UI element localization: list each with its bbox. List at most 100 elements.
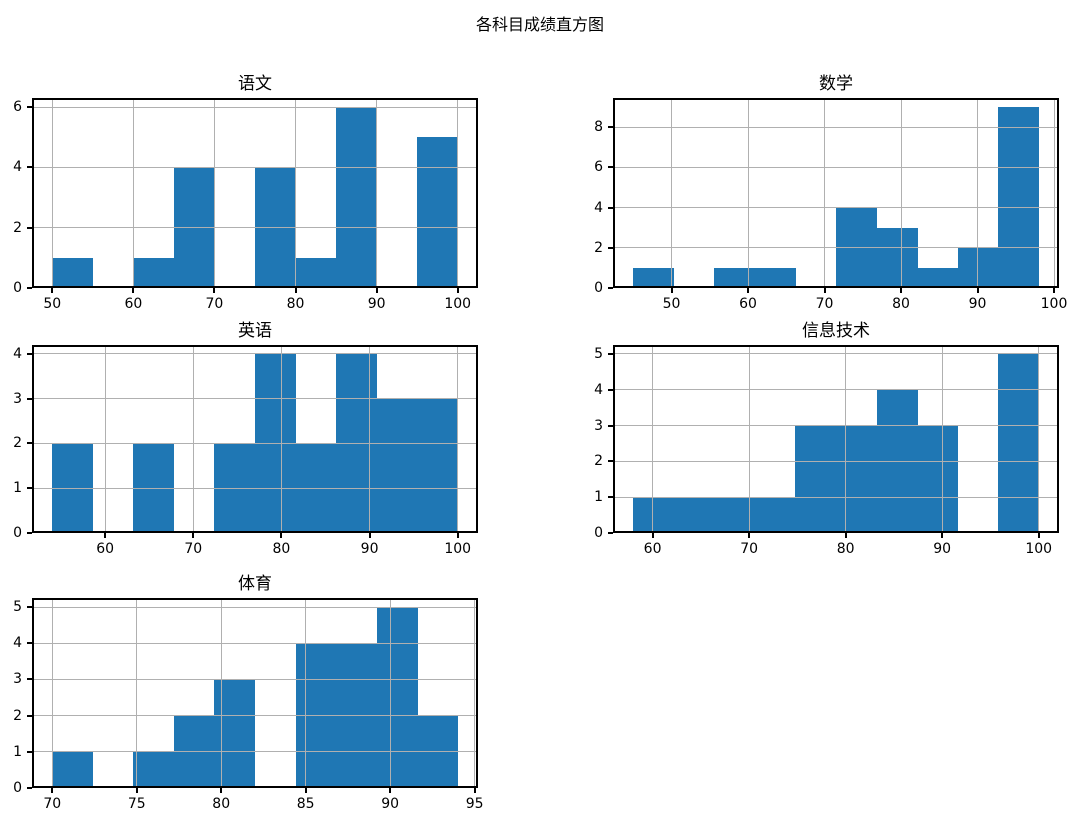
x-tick [1053, 288, 1056, 293]
histogram-bar [836, 425, 878, 533]
y-tick [27, 714, 32, 717]
y-gridline [613, 389, 1059, 391]
x-tick-label: 80 [836, 541, 855, 557]
plot-area [32, 98, 478, 288]
x-tick-label: 100 [1040, 296, 1068, 312]
x-tick [748, 533, 751, 538]
plot-area [613, 345, 1059, 533]
x-gridline [474, 598, 476, 788]
x-gridline [192, 345, 194, 533]
histogram-bar [295, 257, 337, 288]
x-tick-label: 70 [740, 541, 759, 557]
y-tick-label: 2 [13, 435, 22, 452]
x-gridline [824, 98, 826, 288]
plot-area [32, 598, 478, 788]
subplot-chinese: 语文 50 60 70 80 90 100 0 2 4 6 [13, 74, 478, 312]
x-tick [280, 533, 283, 538]
histogram-bar [52, 751, 94, 788]
histogram-bar [957, 247, 999, 288]
histogram-bar [633, 267, 675, 288]
histogram-bar [336, 107, 378, 288]
x-tick-label: 70 [43, 796, 62, 812]
y-tick [27, 226, 32, 229]
x-gridline [305, 598, 307, 788]
x-tick [51, 288, 54, 293]
y-tick [608, 388, 613, 391]
x-gridline [369, 345, 371, 533]
x-gridline [671, 98, 673, 288]
x-tick-label: 80 [892, 296, 910, 312]
histogram-bar [52, 257, 94, 288]
x-tick-label: 50 [662, 296, 681, 312]
x-tick [375, 288, 378, 293]
subplot-title-math: 数学 [819, 74, 853, 94]
y-tick [27, 532, 32, 534]
y-tick-label: 0 [13, 780, 22, 796]
x-gridline [457, 98, 459, 288]
y-tick-label: 4 [13, 159, 22, 176]
x-gridline [376, 98, 378, 288]
x-tick [51, 788, 54, 793]
x-gridline [51, 598, 53, 788]
y-gridline [613, 247, 1059, 249]
y-tick [608, 352, 613, 355]
x-tick [389, 788, 392, 793]
histogram-bar [376, 398, 418, 533]
y-tick-label: 2 [13, 219, 22, 236]
y-gridline [32, 678, 478, 680]
subplot-math: 数学 50 60 70 80 90 100 0 2 4 6 8 [594, 74, 1067, 312]
histogram-bar [876, 227, 918, 288]
histogram-bar [998, 353, 1040, 533]
y-tick [27, 106, 32, 109]
y-tick [27, 287, 32, 289]
y-tick-label: 6 [13, 99, 22, 116]
y-tick-label: 1 [594, 489, 603, 506]
y-tick-label: 2 [13, 707, 22, 724]
y-tick-label: 0 [594, 280, 603, 296]
subplot-title-informatics: 信息技术 [802, 321, 870, 341]
subplot-title-pe: 体育 [238, 574, 272, 594]
x-gridline [280, 345, 282, 533]
x-tick-label: 70 [815, 296, 834, 312]
x-tick [220, 788, 223, 793]
x-gridline [51, 98, 53, 288]
x-gridline [213, 98, 215, 288]
x-tick [213, 288, 216, 293]
y-gridline [613, 496, 1059, 498]
x-tick-label: 50 [43, 296, 62, 312]
x-tick-label: 70 [184, 541, 203, 557]
x-gridline [104, 345, 106, 533]
x-gridline [1053, 98, 1055, 288]
y-tick [27, 487, 32, 490]
x-gridline [132, 98, 134, 288]
y-tick [27, 642, 32, 645]
y-gridline [32, 487, 478, 489]
plot-area [32, 345, 478, 533]
x-tick [473, 788, 476, 793]
x-tick-label: 100 [444, 296, 472, 312]
y-gridline [613, 353, 1059, 355]
y-tick [27, 678, 32, 681]
histogram-bar [754, 267, 796, 288]
subplot-informatics: 信息技术 60 70 80 90 100 0 1 2 3 4 5 [594, 321, 1059, 557]
x-tick-label: 60 [643, 541, 662, 557]
x-tick-label: 70 [205, 296, 224, 312]
x-gridline [941, 345, 943, 533]
subplot-title-english: 英语 [238, 321, 272, 341]
subplot-title-chinese: 语文 [238, 74, 272, 94]
histogram-bar [417, 398, 459, 533]
y-tick-label: 4 [13, 635, 22, 652]
histogram-bar [917, 425, 959, 533]
x-tick-label: 60 [124, 296, 143, 312]
x-tick [670, 288, 673, 293]
x-gridline [652, 345, 654, 533]
y-tick [27, 397, 32, 400]
y-tick-label: 4 [594, 199, 603, 216]
y-gridline [32, 106, 478, 108]
figure-title: 各科目成绩直方图 [475, 15, 604, 34]
y-gridline [32, 442, 478, 444]
y-tick [27, 750, 32, 753]
x-tick [104, 533, 107, 538]
x-tick-label: 85 [296, 796, 315, 812]
